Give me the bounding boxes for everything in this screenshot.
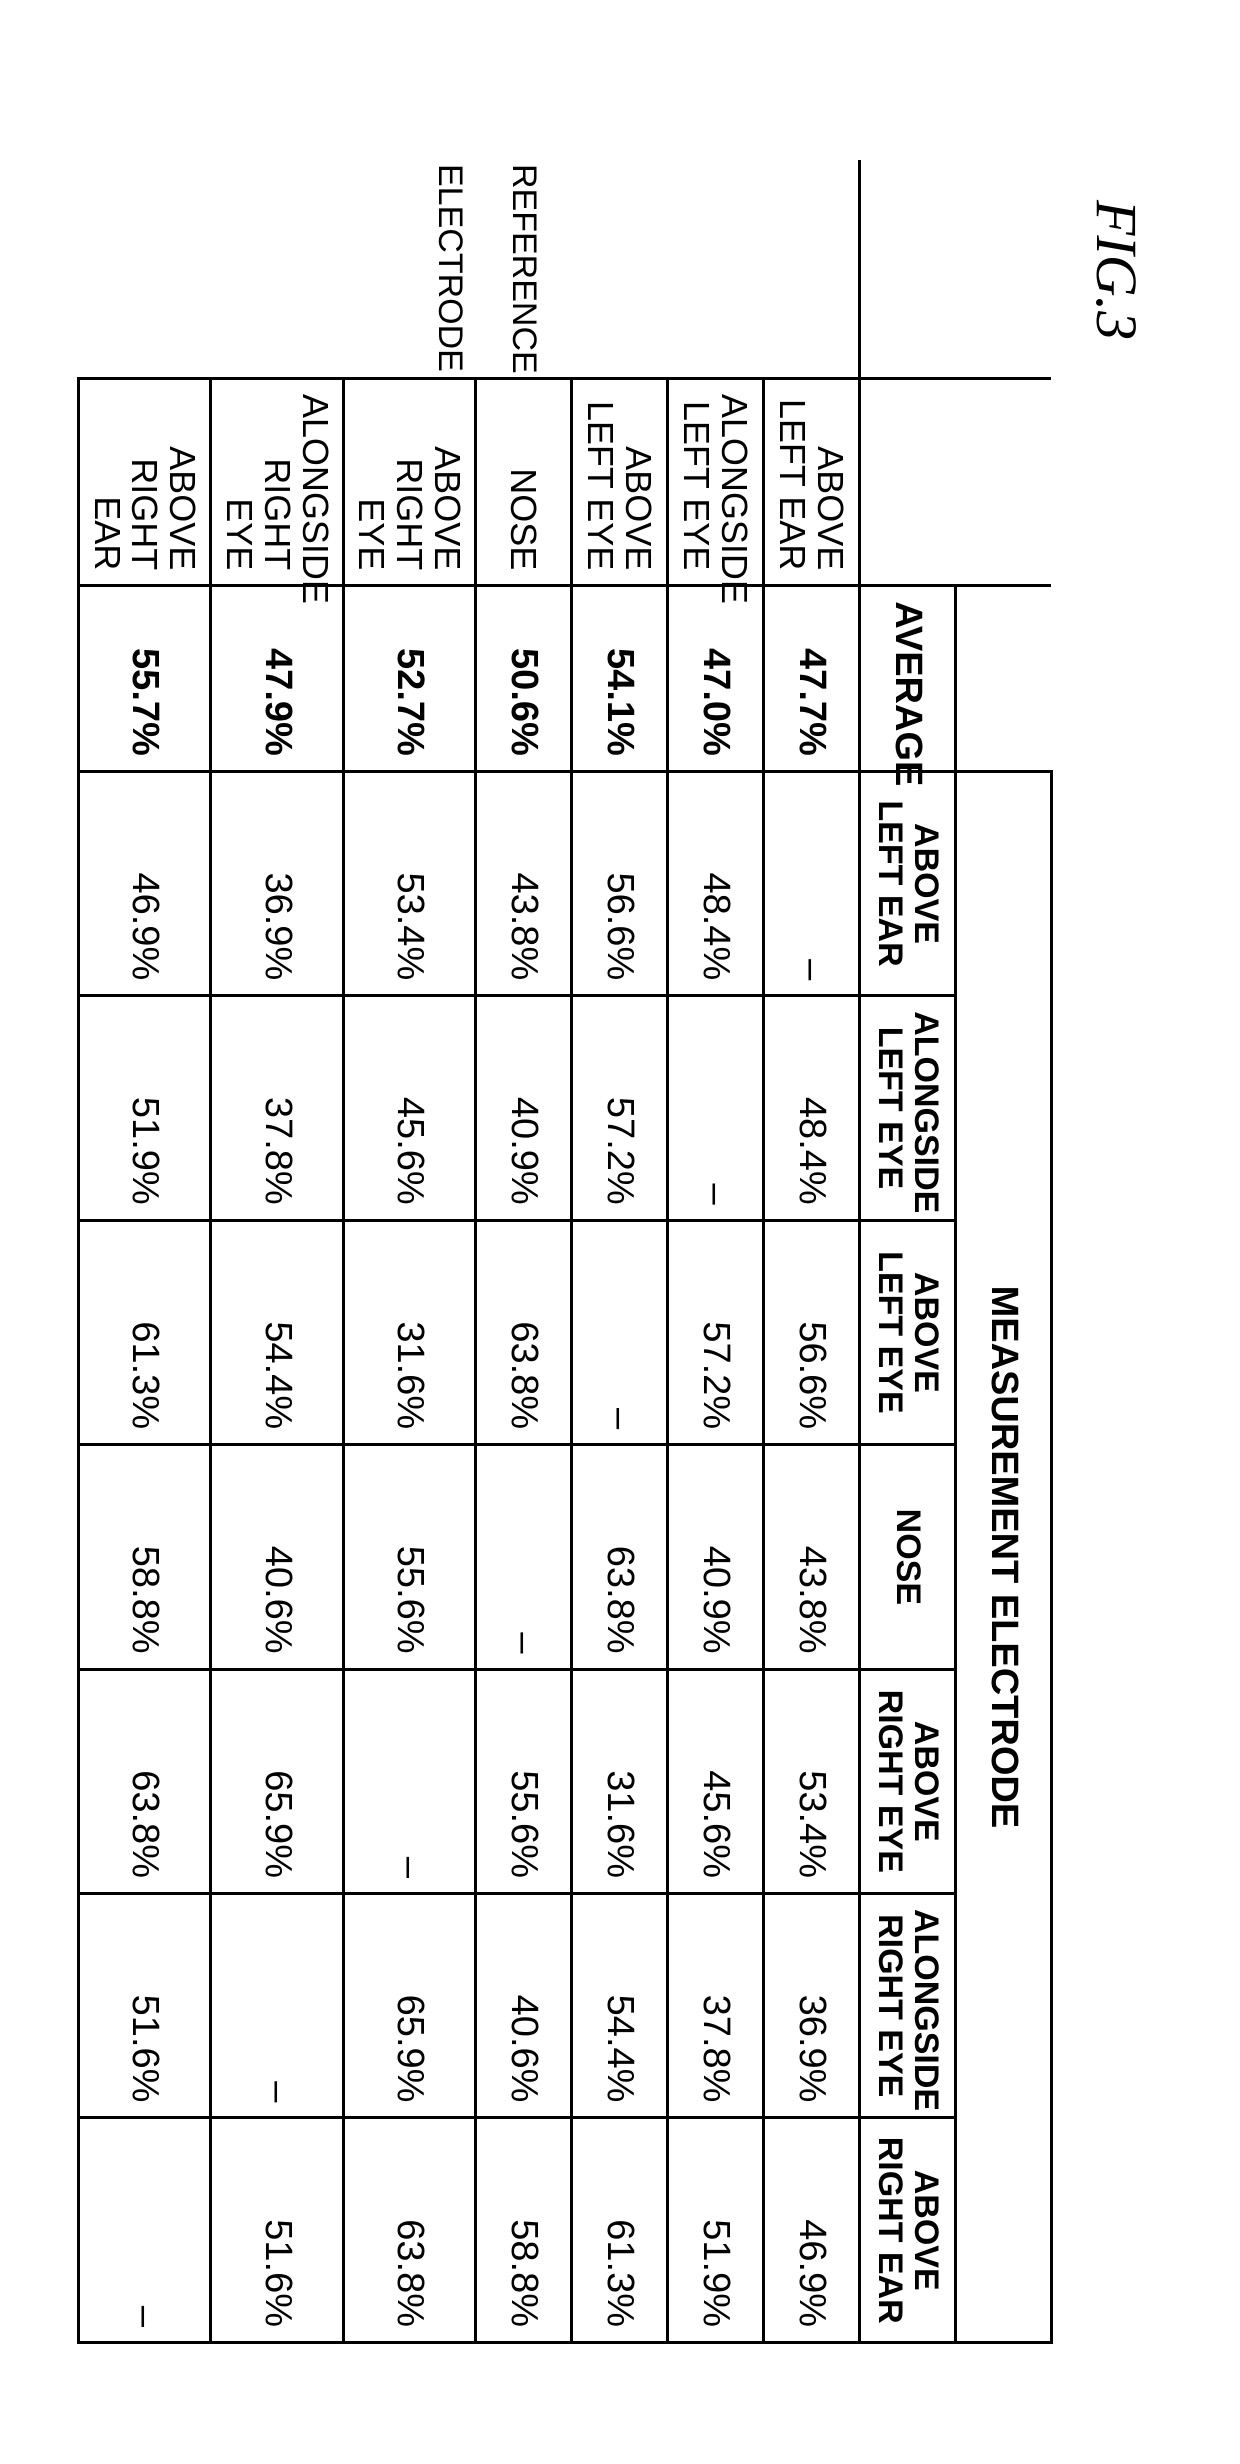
- blank-corner-c: [956, 586, 1052, 772]
- table-row: ABOVE LEFT EAR 47.7% – 48.4% 56.6% 43.8%…: [764, 160, 860, 2343]
- val-cell: 36.9%: [211, 771, 343, 995]
- val-cell: 40.6%: [476, 1893, 572, 2117]
- val-cell: –: [668, 996, 764, 1220]
- row-label: ALONGSIDE RIGHT EYE: [211, 378, 343, 585]
- blank-corner-b: [956, 378, 1052, 585]
- val-cell: 54.4%: [572, 1893, 668, 2117]
- val-cell: 63.8%: [476, 1220, 572, 1444]
- col-header-3: NOSE: [860, 1445, 956, 1669]
- blank-corner-a: [956, 160, 1052, 378]
- val-cell: 63.8%: [572, 1445, 668, 1669]
- row-label: ABOVE LEFT EAR: [764, 378, 860, 585]
- val-cell: 58.8%: [476, 2118, 572, 2343]
- val-cell: 53.4%: [343, 771, 475, 995]
- header-row-1: MEASUREMENT ELECTRODE: [956, 160, 1052, 2343]
- val-cell: 48.4%: [668, 771, 764, 995]
- side-spacer-r6: [78, 160, 210, 378]
- val-cell: 65.9%: [343, 1893, 475, 2117]
- val-cell: 51.6%: [211, 2118, 343, 2343]
- val-cell: 51.9%: [78, 996, 210, 1220]
- val-cell: 53.4%: [764, 1669, 860, 1893]
- table-row: ALONGSIDE LEFT EYE 47.0% 48.4% – 57.2% 4…: [668, 160, 764, 2343]
- val-cell: 45.6%: [668, 1669, 764, 1893]
- val-cell: 46.9%: [78, 771, 210, 995]
- val-cell: 43.8%: [764, 1445, 860, 1669]
- avg-cell: 52.7%: [343, 586, 475, 772]
- val-cell: –: [343, 1669, 475, 1893]
- avg-cell: 47.9%: [211, 586, 343, 772]
- val-cell: –: [211, 1893, 343, 2117]
- val-cell: –: [78, 2118, 210, 2343]
- val-cell: 43.8%: [476, 771, 572, 995]
- val-cell: 51.9%: [668, 2118, 764, 2343]
- val-cell: 65.9%: [211, 1669, 343, 1893]
- val-cell: –: [764, 771, 860, 995]
- val-cell: 55.6%: [343, 1445, 475, 1669]
- val-cell: 37.8%: [211, 996, 343, 1220]
- average-header: AVERAGE: [860, 586, 956, 772]
- val-cell: 48.4%: [764, 996, 860, 1220]
- val-cell: 54.4%: [211, 1220, 343, 1444]
- col-header-5: ALONGSIDE RIGHT EYE: [860, 1893, 956, 2117]
- val-cell: –: [572, 1220, 668, 1444]
- val-cell: 51.6%: [78, 1893, 210, 2117]
- side-spacer-r0: [764, 160, 860, 378]
- row-label: ABOVE RIGHT EAR: [78, 378, 210, 585]
- val-cell: 61.3%: [572, 2118, 668, 2343]
- val-cell: 40.9%: [668, 1445, 764, 1669]
- col-header-4: ABOVE RIGHT EYE: [860, 1669, 956, 1893]
- reference-electrode-label-line1: REFERENCE: [476, 160, 572, 378]
- measurement-electrode-header: MEASUREMENT ELECTRODE: [956, 771, 1052, 2342]
- val-cell: 55.6%: [476, 1669, 572, 1893]
- val-cell: 31.6%: [572, 1669, 668, 1893]
- avg-cell: 54.1%: [572, 586, 668, 772]
- val-cell: 58.8%: [78, 1445, 210, 1669]
- table-row: ALONGSIDE RIGHT EYE 47.9% 36.9% 37.8% 54…: [211, 160, 343, 2343]
- val-cell: 36.9%: [764, 1893, 860, 2117]
- col-header-1: ALONGSIDE LEFT EYE: [860, 996, 956, 1220]
- row-label: ABOVE RIGHT EYE: [343, 378, 475, 585]
- header-row-2: AVERAGE ABOVE LEFT EAR ALONGSIDE LEFT EY…: [860, 160, 956, 2343]
- blank-corner-d: [860, 160, 956, 378]
- val-cell: 46.9%: [764, 2118, 860, 2343]
- table-row: REFERENCE NOSE 50.6% 43.8% 40.9% 63.8% –…: [476, 160, 572, 2343]
- val-cell: 31.6%: [343, 1220, 475, 1444]
- val-cell: 37.8%: [668, 1893, 764, 2117]
- side-spacer-r1: [668, 160, 764, 378]
- avg-cell: 55.7%: [78, 586, 210, 772]
- val-cell: 40.6%: [211, 1445, 343, 1669]
- val-cell: 63.8%: [78, 1669, 210, 1893]
- col-header-2: ABOVE LEFT EYE: [860, 1220, 956, 1444]
- table-row: ABOVE RIGHT EAR 55.7% 46.9% 51.9% 61.3% …: [78, 160, 210, 2343]
- row-label: NOSE: [476, 378, 572, 585]
- val-cell: 40.9%: [476, 996, 572, 1220]
- avg-cell: 47.0%: [668, 586, 764, 772]
- side-spacer-r5: [211, 160, 343, 378]
- reference-electrode-label-line2: ELECTRODE: [343, 160, 475, 378]
- avg-cell: 50.6%: [476, 586, 572, 772]
- val-cell: 57.2%: [668, 1220, 764, 1444]
- avg-cell: 47.7%: [764, 586, 860, 772]
- table-row: ABOVE LEFT EYE 54.1% 56.6% 57.2% – 63.8%…: [572, 160, 668, 2343]
- table-row: ELECTRODE ABOVE RIGHT EYE 52.7% 53.4% 45…: [343, 160, 475, 2343]
- val-cell: 56.6%: [764, 1220, 860, 1444]
- row-label: ABOVE LEFT EYE: [572, 378, 668, 585]
- val-cell: 56.6%: [572, 771, 668, 995]
- val-cell: 57.2%: [572, 996, 668, 1220]
- val-cell: –: [476, 1445, 572, 1669]
- val-cell: 63.8%: [343, 2118, 475, 2343]
- val-cell: 45.6%: [343, 996, 475, 1220]
- col-header-6: ABOVE RIGHT EAR: [860, 2118, 956, 2343]
- val-cell: 61.3%: [78, 1220, 210, 1444]
- side-spacer-r2: [572, 160, 668, 378]
- figure-label: FIG.3: [1083, 200, 1150, 2344]
- col-header-0: ABOVE LEFT EAR: [860, 771, 956, 995]
- electrode-matrix-table: MEASUREMENT ELECTRODE AVERAGE ABOVE LEFT…: [77, 160, 1053, 2344]
- blank-corner-e: [860, 378, 956, 585]
- row-label: ALONGSIDE LEFT EYE: [668, 378, 764, 585]
